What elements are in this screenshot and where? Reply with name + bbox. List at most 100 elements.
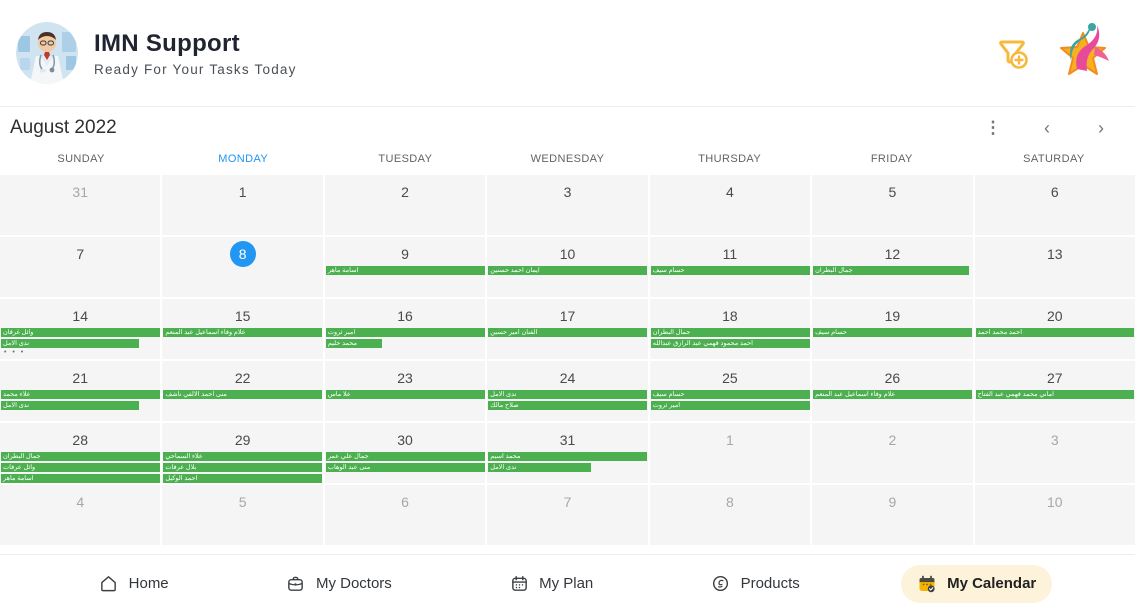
- event-bar[interactable]: امير ثروت: [650, 401, 810, 410]
- day-cell[interactable]: 24 ندى الامل صلاح مالك: [487, 361, 648, 421]
- day-number: 10: [559, 246, 576, 262]
- day-cell[interactable]: 10 ايمان احمد حسنين: [487, 237, 648, 297]
- event-bar[interactable]: جمال البطران: [1, 452, 160, 461]
- event-bar[interactable]: حسام سيف: [650, 390, 810, 399]
- day-cell[interactable]: 6: [324, 485, 486, 545]
- weekday-thursday: THURSDAY: [698, 153, 762, 165]
- day-number: 31: [559, 432, 576, 448]
- day-cell[interactable]: 8: [649, 485, 811, 545]
- day-number: 23: [397, 370, 413, 386]
- day-cell[interactable]: 9 اسامة ماهر: [324, 237, 486, 297]
- day-cell[interactable]: 20 احمد محمد احمد: [974, 299, 1135, 359]
- day-cell[interactable]: 29 علاء السماحي بلال عرفات احمد الوكيل: [162, 423, 323, 483]
- day-cell[interactable]: 21 علاء محمد ندى الامل: [0, 361, 161, 421]
- event-bar[interactable]: ندى الامل: [488, 463, 591, 472]
- day-cell[interactable]: 18 جمال البطران احمد محمود فهمي عبد الرازق…: [649, 299, 811, 359]
- event-bar[interactable]: احمد محمود فهمي عبد الرازق عبدالله: [650, 339, 810, 348]
- day-cell[interactable]: 17 الفنان امير حسين: [487, 299, 648, 359]
- day-cell[interactable]: 7: [487, 485, 648, 545]
- event-bar[interactable]: جمال علي عمر: [325, 452, 485, 461]
- day-cell[interactable]: 15 علام وفاء اسماعيل عبد المنعم: [162, 299, 323, 359]
- event-bar[interactable]: محمد حليم: [325, 339, 382, 348]
- day-cell[interactable]: 7: [0, 237, 161, 297]
- day-cell[interactable]: 4: [0, 485, 161, 545]
- day-number: 1: [238, 184, 247, 200]
- event-bar[interactable]: اسامة ماهر: [1, 474, 160, 483]
- day-cell[interactable]: 1: [649, 423, 811, 483]
- event-bar[interactable]: الفنان امير حسين: [488, 328, 648, 337]
- event-bar[interactable]: ندى الامل: [488, 390, 648, 399]
- event-bar[interactable]: امير ثروت: [325, 328, 485, 337]
- day-cell[interactable]: 5: [812, 175, 973, 235]
- event-bar[interactable]: علام وفاء اسماعيل عبد المنعم: [813, 390, 972, 399]
- event-bar[interactable]: احمد محمد احمد: [975, 328, 1135, 337]
- day-number: 2: [888, 432, 897, 448]
- day-cell[interactable]: 8: [162, 237, 323, 297]
- event-bar[interactable]: احمد الوكيل: [163, 474, 323, 483]
- day-cell[interactable]: 19 حسام سيف: [812, 299, 973, 359]
- day-cell[interactable]: 11 حسام سيف: [649, 237, 811, 297]
- nav-item-my-plan[interactable]: My Plan: [493, 565, 609, 603]
- nav-item-my-calendar[interactable]: My Calendar: [901, 564, 1053, 603]
- event-bar[interactable]: علا ماس: [325, 390, 485, 399]
- day-number: 17: [559, 308, 576, 324]
- event-bar[interactable]: اسامة ماهر: [325, 266, 485, 275]
- day-cell[interactable]: 3: [974, 423, 1135, 483]
- day-cell[interactable]: 3: [487, 175, 648, 235]
- day-cell[interactable]: 31 محمد اسيم ندى الامل: [487, 423, 648, 483]
- app-title: IMN Support: [94, 29, 240, 57]
- event-bar[interactable]: وائل عرفات: [1, 463, 160, 472]
- event-bar[interactable]: ندى الامل: [1, 339, 139, 348]
- day-cell[interactable]: 2: [812, 423, 973, 483]
- day-cell[interactable]: 23 علا ماس: [324, 361, 486, 421]
- day-cell[interactable]: 12 جمال البطران: [812, 237, 973, 297]
- day-cell[interactable]: 26 علام وفاء اسماعيل عبد المنعم: [812, 361, 973, 421]
- event-bar[interactable]: محمد اسيم: [488, 452, 648, 461]
- nav-item-products[interactable]: Products: [695, 565, 816, 603]
- day-cell[interactable]: 28 جمال البطران وائل عرفات اسامة ماهر: [0, 423, 161, 483]
- day-cell[interactable]: 2: [324, 175, 486, 235]
- nav-item-home[interactable]: Home: [83, 565, 185, 603]
- filter-add-icon[interactable]: [991, 32, 1033, 74]
- event-bar[interactable]: جمال البطران: [650, 328, 810, 337]
- day-cell[interactable]: 22 منى احمد الالفي ناشف: [162, 361, 323, 421]
- next-month-icon[interactable]: ›: [1098, 117, 1104, 138]
- day-cell[interactable]: 16 امير ثروت محمد حليم: [324, 299, 486, 359]
- day-cell[interactable]: 10: [974, 485, 1135, 545]
- day-cell[interactable]: 6: [974, 175, 1135, 235]
- event-bar[interactable]: صلاح مالك: [488, 401, 648, 410]
- event-bar[interactable]: حسام سيف: [650, 266, 810, 275]
- doctors-bag-icon: [286, 574, 306, 594]
- day-cell[interactable]: 25 حسام سيف امير ثروت: [649, 361, 811, 421]
- event-bar[interactable]: منى عبد الوهاب: [325, 463, 485, 472]
- event-bar[interactable]: اماني محمد فهمي عبد الفتاح: [975, 390, 1135, 399]
- day-cell[interactable]: 4: [649, 175, 811, 235]
- day-cell[interactable]: 30 جمال علي عمر منى عبد الوهاب: [324, 423, 486, 483]
- nav-item-my-doctors[interactable]: My Doctors: [270, 565, 408, 603]
- event-bar[interactable]: علام وفاء اسماعيل عبد المنعم: [163, 328, 323, 337]
- event-bar[interactable]: علاء محمد: [1, 390, 160, 399]
- day-cell[interactable]: 14 وائل غرقان ندى الامل • • •: [0, 299, 161, 359]
- day-cell[interactable]: 5: [162, 485, 323, 545]
- prev-month-icon[interactable]: ‹: [1044, 117, 1050, 138]
- nav-label: Home: [128, 575, 169, 592]
- day-cell[interactable]: 13: [974, 237, 1135, 297]
- more-events-indicator[interactable]: • • •: [4, 349, 26, 356]
- event-bar[interactable]: علاء السماحي: [163, 452, 323, 461]
- event-bar[interactable]: منى احمد الالفي ناشف: [163, 390, 323, 399]
- event-bar[interactable]: جمال البطران: [813, 266, 969, 275]
- calendar-week-row: 28 جمال البطران وائل عرفات اسامة ماهر 29 علاء…: [0, 423, 1135, 483]
- event-bar[interactable]: ايمان احمد حسنين: [488, 266, 648, 275]
- calendar-menu-icon[interactable]: ⋮: [984, 117, 1002, 137]
- event-bar[interactable]: بلال عرفات: [163, 463, 323, 472]
- event-bar[interactable]: وائل غرقان: [1, 328, 160, 337]
- event-bar[interactable]: ندى الامل: [1, 401, 139, 410]
- today-badge[interactable]: 8: [229, 241, 256, 267]
- day-cell[interactable]: 1: [162, 175, 323, 235]
- day-number: 22: [234, 370, 251, 386]
- event-bar[interactable]: حسام سيف: [813, 328, 972, 337]
- day-number: 26: [884, 370, 901, 386]
- day-cell[interactable]: 31: [0, 175, 161, 235]
- day-cell[interactable]: 27 اماني محمد فهمي عبد الفتاح: [974, 361, 1135, 421]
- day-cell[interactable]: 9: [812, 485, 973, 545]
